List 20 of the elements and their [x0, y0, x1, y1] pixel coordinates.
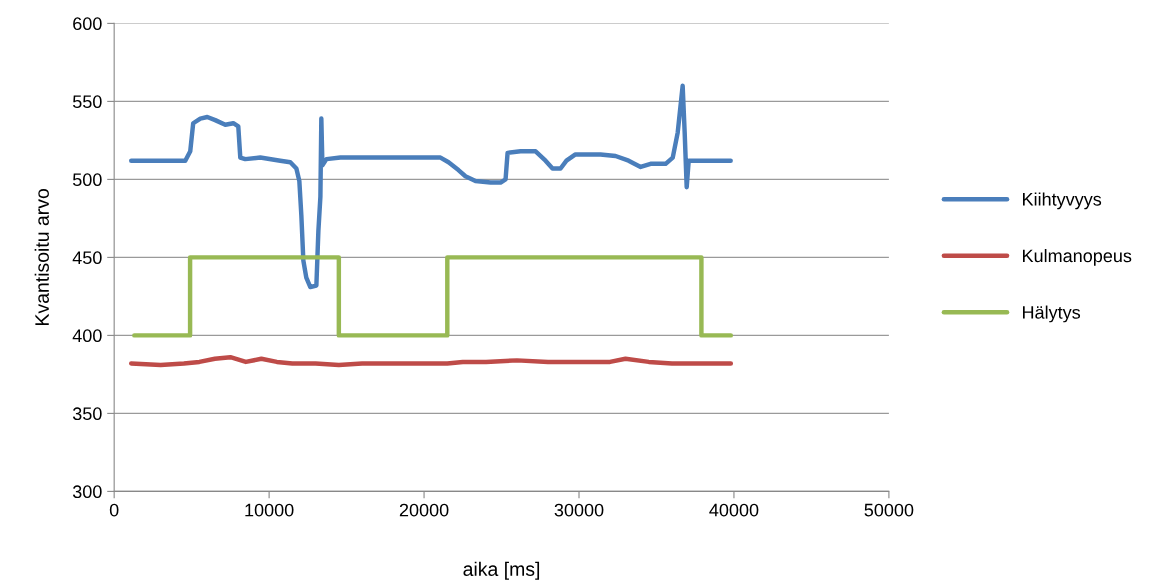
y-tick-label: 600: [73, 17, 102, 31]
x-axis-title: aika [ms]: [463, 561, 540, 580]
y-tick-label: 300: [72, 485, 102, 499]
line-series: [128, 83, 733, 290]
y-tick-label: 450: [72, 251, 102, 265]
x-tick-label: 50000: [864, 503, 914, 517]
x-tick-label: 10000: [245, 503, 294, 517]
y-tick-label: 550: [72, 95, 102, 109]
y-axis-title: Kvantisoitu arvo: [34, 189, 49, 325]
x-tick-label: 0: [109, 503, 119, 517]
legend-label: Kulmanopeus: [1023, 248, 1132, 266]
legend-label: Kiihtyvyys: [1023, 192, 1102, 210]
line-series: [128, 355, 734, 368]
x-tick-label: 40000: [709, 503, 759, 517]
y-tick-label: 500: [72, 173, 102, 187]
x-tick-label: 20000: [399, 503, 449, 517]
y-tick-label: 400: [72, 329, 102, 343]
x-tick-label: 30000: [554, 503, 604, 517]
y-tick-label: 350: [72, 407, 102, 421]
legend-label: Hälytys: [1023, 305, 1081, 323]
